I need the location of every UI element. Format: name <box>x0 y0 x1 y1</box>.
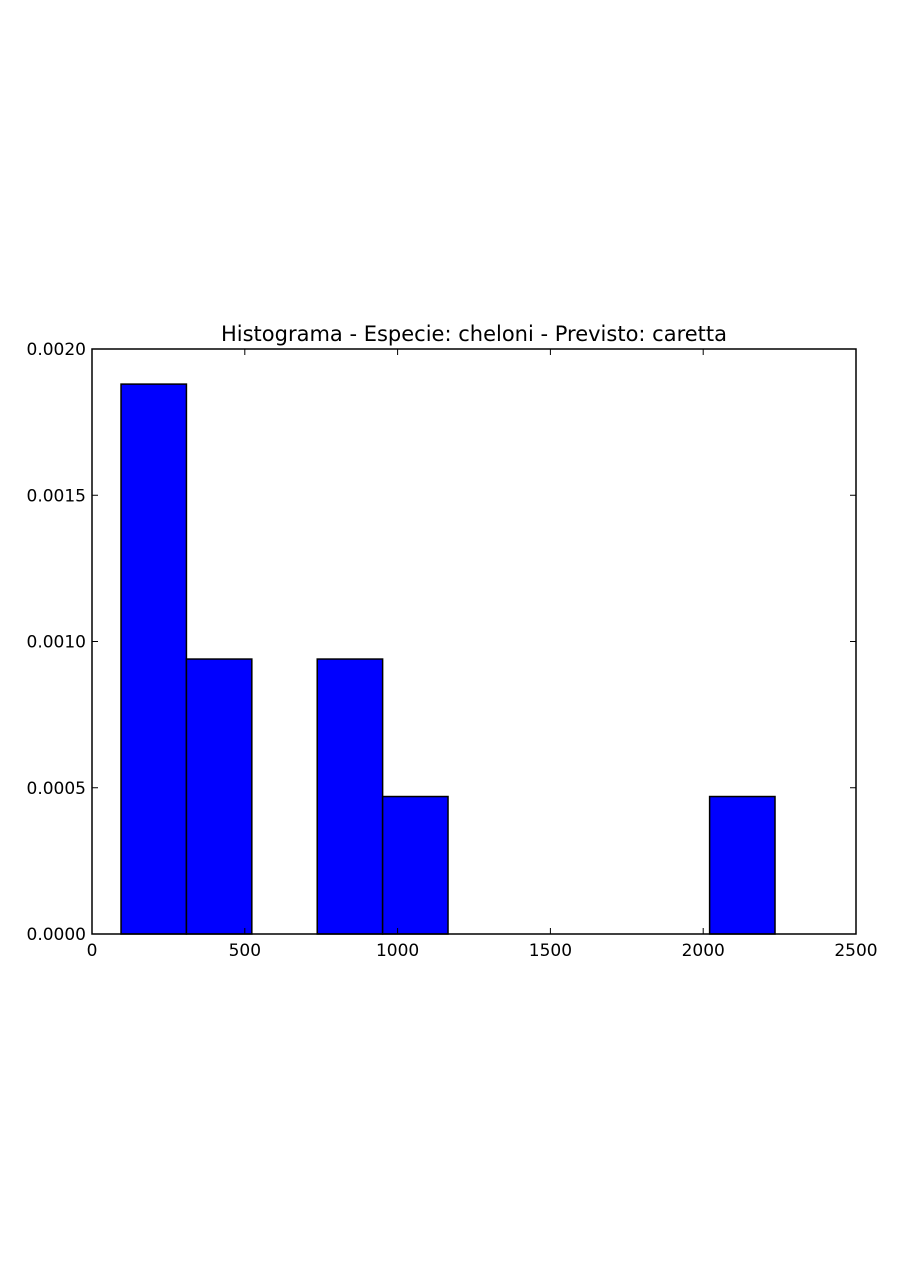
y-tick-label: 0.0015 <box>27 486 86 506</box>
plot-frame <box>91 348 857 935</box>
bars-layer <box>120 383 776 935</box>
x-tick-label: 0 <box>87 941 98 961</box>
histogram-bar-3 <box>316 658 384 935</box>
histogram-bar-2 <box>185 658 253 935</box>
histogram-bar-1 <box>120 383 188 935</box>
x-tick-label: 1500 <box>529 941 572 961</box>
chart-title: Histograma - Especie: cheloni - Previsto… <box>221 322 727 346</box>
histogram-bar-4 <box>381 795 449 935</box>
x-tick-label: 1000 <box>376 941 419 961</box>
x-tick-label: 2000 <box>682 941 725 961</box>
x-tick-label: 500 <box>229 941 261 961</box>
x-tick-label: 2500 <box>834 941 877 961</box>
y-tick-label: 0.0010 <box>27 633 86 653</box>
y-tick-label: 0.0000 <box>27 925 86 945</box>
y-tick-label: 0.0005 <box>27 779 86 799</box>
histogram-bar-5 <box>708 795 776 935</box>
tick-labels-layer: 0 500 1000 1500 2000 2500 0.0000 0.0005 0.0010 0.… <box>27 340 878 961</box>
y-tick-label: 0.0020 <box>27 340 86 360</box>
